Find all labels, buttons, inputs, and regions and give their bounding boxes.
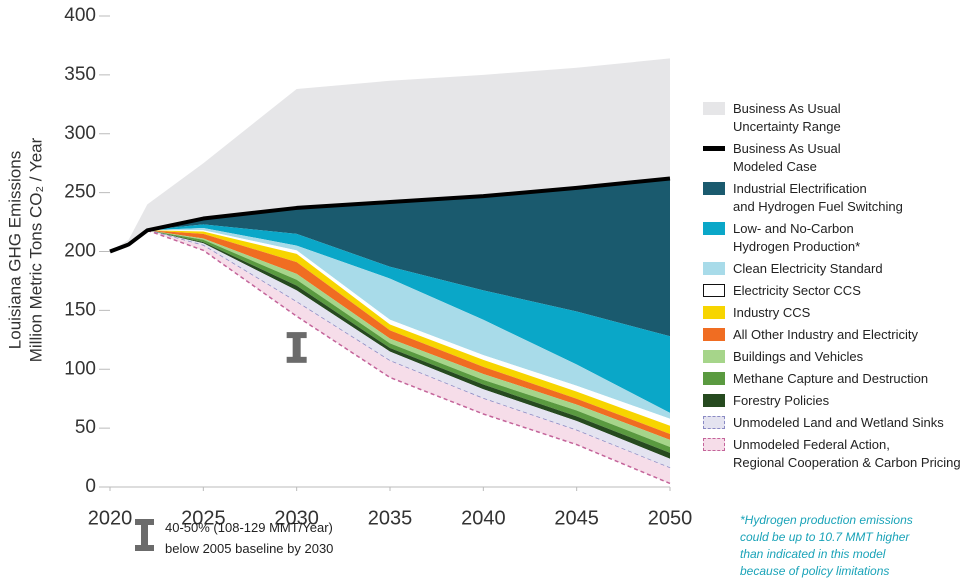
y-axis-label: Louisiana GHG Emissions (5, 151, 24, 349)
note-icon (135, 519, 154, 525)
x-tick-label: 2025 (181, 507, 226, 529)
y-tick-label: 300 (64, 123, 96, 144)
y-tick-label: 50 (75, 417, 96, 438)
legend-label: Methane Capture and Destruction (733, 371, 929, 386)
wedge-area (147, 230, 671, 440)
x-tick-label: 2040 (461, 507, 506, 529)
legend-label: Industry CCS (733, 305, 811, 320)
y-tick-label: 350 (64, 64, 96, 85)
legend-label: Low- and No-Carbon Hydrogen Production* (733, 221, 861, 254)
bau-line (109, 176, 671, 254)
legend-item: Industrial Electrification and Hydrogen … (703, 180, 975, 216)
legend-swatch (703, 372, 725, 385)
wedge-area (147, 230, 671, 459)
wedge-area (147, 224, 671, 413)
y-axis-label: Million Metric Tons CO₂ / Year (26, 137, 45, 362)
wedge-area (147, 230, 671, 426)
legend-swatch (703, 394, 725, 407)
wedge-area (147, 230, 671, 484)
legend-swatch (703, 328, 725, 341)
wedge-area (147, 227, 671, 419)
legend-item: Unmodeled Federal Action, Regional Coope… (703, 436, 975, 472)
legend-swatch (703, 262, 725, 275)
wedge-area (147, 230, 671, 447)
legend-swatch (703, 146, 725, 151)
legend-label: Buildings and Vehicles (733, 349, 864, 364)
wedge-area (147, 230, 671, 453)
y-tick-label: 0 (85, 476, 96, 497)
y-tick-label: 400 (64, 5, 96, 26)
legend-swatch (703, 306, 725, 319)
x-tick-label: 2035 (368, 507, 413, 529)
footnote: *Hydrogen production emissions could be u… (740, 512, 913, 580)
footnote-line: *Hydrogen production emissions (740, 513, 913, 527)
legend-swatch (703, 438, 725, 451)
legend-label: Forestry Policies (733, 393, 830, 408)
legend-item: Methane Capture and Destruction (703, 370, 975, 388)
legend-item: Low- and No-Carbon Hydrogen Production* (703, 220, 975, 256)
y-tick-label: 250 (64, 182, 96, 203)
wedge-area (147, 178, 671, 337)
y-tick-label: 100 (64, 358, 96, 379)
target-cap (286, 332, 307, 339)
legend-item: Business As Usual Modeled Case (703, 140, 975, 176)
legend-label: Industrial Electrification and Hydrogen … (733, 181, 903, 214)
target-note: 40-50% (108-129 MMT/Year) below 2005 bas… (165, 517, 333, 559)
note-line: below 2005 baseline by 2030 (165, 541, 334, 556)
legend-swatch (703, 222, 725, 235)
legend-label: Unmodeled Land and Wetland Sinks (733, 415, 944, 430)
legend-swatch (703, 102, 725, 115)
wedge-edge (147, 229, 671, 485)
x-tick-label: 2020 (88, 507, 133, 529)
x-tick-label: 2045 (554, 507, 599, 529)
note-icon (135, 545, 154, 551)
target-stem (292, 335, 301, 360)
legend-item: Forestry Policies (703, 392, 975, 410)
wedge-area (147, 230, 671, 469)
legend-item: Clean Electricity Standard (703, 260, 975, 278)
legend: Business As Usual Uncertainty Range Busin… (703, 100, 975, 472)
legend-item: All Other Industry and Electricity (703, 326, 975, 344)
wedge-area (147, 230, 671, 435)
note-icon (141, 521, 148, 547)
legend-swatch (703, 416, 725, 429)
legend-swatch (703, 284, 725, 297)
x-tick-label: 2030 (274, 507, 319, 529)
legend-item: Buildings and Vehicles (703, 348, 975, 366)
legend-label: Unmodeled Federal Action, Regional Coope… (733, 437, 961, 470)
footnote-line: than indicated in this model (740, 547, 886, 561)
legend-item: Industry CCS (703, 304, 975, 322)
legend-item: Electricity Sector CCS (703, 282, 975, 300)
y-tick-label: 200 (64, 241, 96, 262)
uncertainty-range (110, 58, 670, 252)
x-tick-label: 2050 (648, 507, 693, 529)
target-cap (286, 356, 307, 363)
legend-item: Business As Usual Uncertainty Range (703, 100, 975, 136)
legend-swatch (703, 182, 725, 195)
legend-swatch (703, 350, 725, 363)
legend-label: Clean Electricity Standard (733, 261, 883, 276)
y-tick-label: 150 (64, 299, 96, 320)
note-line: 40-50% (108-129 MMT/Year) (165, 520, 333, 535)
footnote-line: could be up to 10.7 MMT higher (740, 530, 910, 544)
legend-label: Business As Usual Uncertainty Range (733, 101, 841, 134)
legend-label: Business As Usual Modeled Case (733, 141, 841, 174)
legend-label: Electricity Sector CCS (733, 283, 861, 298)
legend-item: Unmodeled Land and Wetland Sinks (703, 414, 975, 432)
legend-label: All Other Industry and Electricity (733, 327, 918, 342)
footnote-line: because of policy limitations (740, 564, 890, 578)
